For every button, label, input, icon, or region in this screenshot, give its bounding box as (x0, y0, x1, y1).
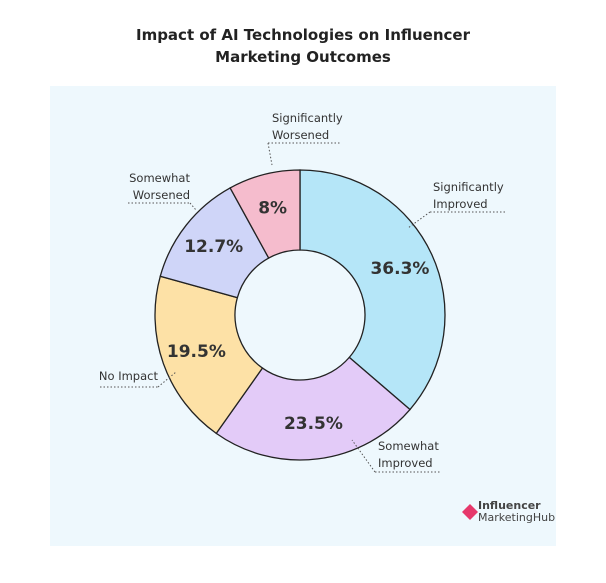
value-label: 36.3% (370, 259, 429, 279)
panel (50, 86, 556, 546)
donut-slice (215, 356, 411, 461)
leader-line (157, 371, 177, 388)
donut-slice (154, 275, 264, 435)
donut-slice (299, 169, 446, 411)
value-label: 12.7% (184, 237, 243, 257)
leader-line (189, 202, 197, 211)
leader-line (407, 211, 431, 229)
value-label: 8% (258, 198, 287, 218)
category-label: Somewhat Improved (378, 439, 439, 470)
chart-title: Impact of AI Technologies on Influencer … (135, 26, 470, 66)
leader-line (267, 142, 273, 166)
category-label: Somewhat Worsened (129, 171, 190, 202)
brand-icon (462, 504, 478, 520)
category-label: Significantly Improved (433, 180, 504, 211)
brand-line: Influencer (478, 499, 541, 512)
value-label: 23.5% (284, 414, 343, 434)
category-label: Significantly Worsened (272, 111, 343, 142)
brand: Influencer MarketingHub (478, 500, 555, 524)
brand-line: MarketingHub (478, 511, 556, 524)
donut-slice (229, 169, 301, 259)
leader-line (351, 439, 376, 473)
value-label: 19.5% (167, 342, 226, 362)
category-label: No Impact (98, 369, 158, 383)
